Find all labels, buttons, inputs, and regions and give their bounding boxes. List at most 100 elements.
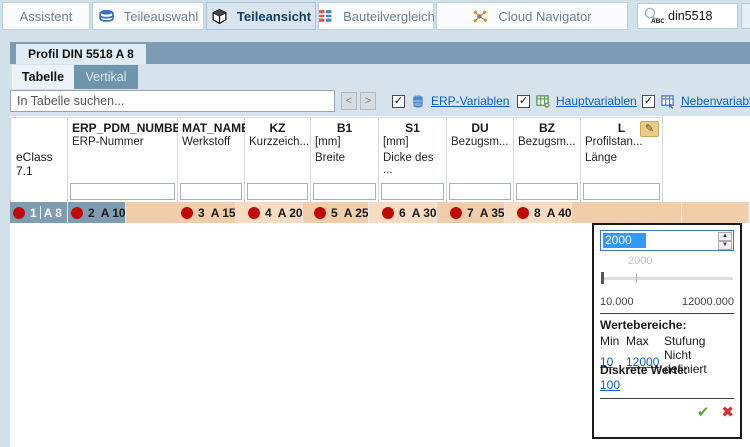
erp-variablen-link[interactable]: ERP-Variablen	[431, 94, 510, 108]
network-icon	[473, 10, 488, 22]
filter-l[interactable]	[583, 183, 660, 200]
status-dot	[71, 206, 83, 219]
search-prev-button[interactable]: <	[341, 92, 357, 110]
hauptvariablen-checkbox[interactable]: ✓	[517, 94, 530, 108]
cell-mat[interactable]	[682, 202, 749, 223]
table-search-input[interactable]	[10, 90, 335, 112]
step-header: Stufung	[664, 333, 706, 348]
slider-current-label: 2000	[628, 255, 653, 267]
search-abc-icon: ABC	[644, 7, 664, 25]
header-kz[interactable]: KZ Kurzzeich...	[245, 117, 311, 202]
value-editor-popup: 2000 ▲ ▼ 2000 10.000 12000.000 Wertebere…	[592, 223, 742, 439]
document-tab-label: Profil DIN 5518 A 8	[28, 47, 134, 61]
max-value-link[interactable]: 12000	[626, 355, 660, 369]
spinner-value: 2000	[603, 233, 646, 248]
status-dot	[382, 206, 394, 219]
toggle-erp-variablen: ✓ ERP-Variablen	[392, 92, 509, 110]
filter-s1[interactable]	[381, 183, 444, 200]
parts-table: eClass 7.1 ERP_PDM_NUMBER ERP-Nummer MAT…	[10, 117, 663, 202]
slider-track[interactable]	[601, 277, 733, 280]
filter-mat[interactable]	[180, 183, 242, 200]
tab-teileansicht[interactable]: Teileansicht	[206, 2, 316, 30]
spinner-up-button[interactable]: ▲	[718, 232, 732, 241]
tab-assistent-label: Assistent	[19, 8, 73, 24]
table-row[interactable]: 2A 10 A 10 10.000 2.000 10.200 5.100	[68, 202, 721, 223]
cube-icon	[212, 8, 227, 24]
compare-icon	[319, 9, 332, 22]
tab-bauteilvergleich-label: Bauteilvergleich	[343, 8, 435, 24]
eclass-selector[interactable]: eClass 7.1	[16, 150, 53, 178]
header-l[interactable]: L Profilstan... Länge ✎	[581, 117, 663, 202]
table-row[interactable]: 1A 8 A 8 8.000 1.000 8.500 8.500 2000.00…	[10, 202, 663, 223]
database-icon	[413, 94, 423, 107]
table-gear-icon	[536, 94, 550, 108]
tab-vertikal-label: Vertikal	[85, 70, 127, 84]
header-bz[interactable]: BZ Bezugsm...	[514, 117, 581, 202]
nebenvariablen-checkbox[interactable]: ✓	[642, 94, 655, 108]
divider	[600, 313, 734, 314]
filter-du[interactable]	[449, 183, 511, 200]
tab-cloud-navigator-label: Cloud Navigator	[498, 8, 592, 24]
value-spinner[interactable]: 2000 ▲ ▼	[600, 230, 734, 251]
tab-teileauswahl[interactable]: Teileauswahl	[92, 2, 204, 30]
toggle-hauptvariablen: ✓ Hauptvariablen	[517, 92, 637, 110]
discrete-title: Diskrete Werte:	[600, 363, 688, 377]
filter-bz[interactable]	[516, 183, 578, 200]
status-dot	[517, 206, 529, 219]
header-b1[interactable]: B1 [mm] Breite	[311, 117, 379, 202]
table-row[interactable]: 7A 35 A 35 35.000 3.000 35.200 11.700	[447, 202, 750, 223]
step-value: Nicht definiert	[664, 348, 707, 376]
spinner-down-button[interactable]: ▼	[718, 241, 732, 250]
slider-thumb[interactable]	[601, 272, 604, 284]
table-row[interactable]: 3A 15 A 15 15.000 2.000 15.100 7.600	[178, 202, 750, 223]
parts-table-body: 1A 8 A 8 8.000 1.000 8.500 8.500 2000.00…	[10, 202, 750, 223]
tab-bauteilvergleich[interactable]: Bauteilvergleich	[318, 2, 435, 30]
ranges-title: Wertebereiche:	[600, 318, 687, 332]
tab-assistent[interactable]: Assistent	[2, 2, 90, 30]
tab-vertikal[interactable]: Vertikal	[74, 65, 138, 89]
filter-erp[interactable]	[70, 183, 175, 200]
layers-icon	[99, 9, 114, 22]
erp-variablen-checkbox[interactable]: ✓	[392, 94, 405, 108]
filter-b1[interactable]	[313, 183, 376, 200]
hauptvariablen-link[interactable]: Hauptvariablen	[556, 94, 637, 108]
status-dot	[248, 206, 260, 219]
document-tab[interactable]: Profil DIN 5518 A 8	[16, 44, 146, 64]
document-tab-bar	[10, 42, 750, 64]
confirm-icon[interactable]: ✔	[696, 404, 710, 421]
nebenvariablen-link[interactable]: Nebenvariablen	[681, 94, 750, 108]
tab-tabelle[interactable]: Tabelle	[12, 65, 74, 89]
filter-kz[interactable]	[247, 183, 308, 200]
part-search-input[interactable]	[668, 9, 726, 23]
edit-column-button[interactable]: ✎	[640, 121, 659, 137]
overflow-button[interactable]	[741, 3, 750, 29]
table-row[interactable]: 4A 20 A 20 20.000 2.000 20.100 10.100	[245, 202, 750, 223]
part-search-box[interactable]: ABC	[637, 3, 738, 29]
divider	[600, 398, 734, 399]
table-row[interactable]: 5A 25 A 25 25.000 3.000 25.200 8.400	[311, 202, 750, 223]
table-arrow-icon	[661, 94, 674, 109]
header-erp-pdm-number[interactable]: ERP_PDM_NUMBER ERP-Nummer	[68, 117, 189, 202]
tab-cloud-navigator[interactable]: Cloud Navigator	[436, 2, 628, 30]
svg-text:ABC: ABC	[651, 18, 664, 25]
header-du[interactable]: DU Bezugsm...	[447, 117, 514, 202]
toggle-nebenvariablen: ✓ Nebenvariablen	[642, 92, 750, 110]
header-mat-name[interactable]: MAT_NAME Werkstoff	[178, 117, 249, 202]
slider-min-label: 10.000	[600, 296, 634, 308]
table-row[interactable]: 6A 30 A 30 30.000 3.000 30.200 10.100	[379, 202, 750, 223]
search-next-button[interactable]: >	[360, 92, 376, 110]
value-slider[interactable]: 2000	[600, 251, 734, 295]
min-header: Min	[600, 333, 620, 348]
cell-erp[interactable]	[572, 202, 682, 223]
discrete-value-link[interactable]: 100	[600, 378, 621, 392]
slider-tick	[636, 273, 637, 283]
min-value-link[interactable]: 10	[600, 355, 614, 369]
tab-teileansicht-label: Teileansicht	[236, 8, 312, 24]
tab-tabelle-label: Tabelle	[21, 70, 65, 84]
header-s1[interactable]: S1 [mm] Dicke des ...	[379, 117, 447, 202]
status-dot	[13, 206, 25, 219]
tab-teileauswahl-label: Teileauswahl	[123, 8, 199, 24]
table-row[interactable]: 8A 40 A 40 40.000 4.000 40.200 10.100	[514, 202, 750, 223]
status-dot	[450, 206, 462, 219]
cancel-icon[interactable]: ✖	[721, 404, 734, 421]
